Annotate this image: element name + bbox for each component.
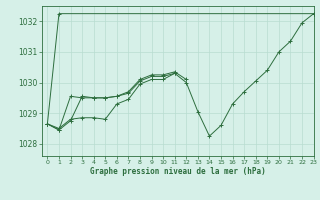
X-axis label: Graphe pression niveau de la mer (hPa): Graphe pression niveau de la mer (hPa) <box>90 167 266 176</box>
